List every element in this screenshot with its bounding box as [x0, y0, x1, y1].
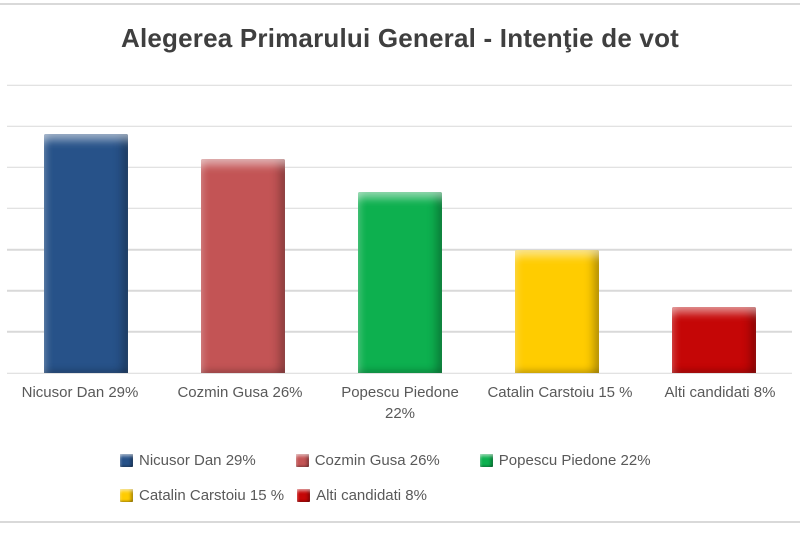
legend-swatch-icon: [120, 488, 133, 502]
legend-item-nicusor-dan-29: Nicusor Dan 29%: [120, 452, 256, 469]
legend: Nicusor Dan 29% Cozmin Gusa 26% Popescu Pi…: [120, 449, 651, 506]
legend-swatch-icon: [479, 453, 493, 467]
legend-row-1: Nicusor Dan 29% Cozmin Gusa 26% Popescu Pi…: [120, 449, 651, 471]
x-label-line: Cozmin Gusa 26%: [177, 384, 303, 401]
legend-label: Alti candidati 8%: [316, 486, 427, 504]
x-label-nicusor-dan-29: Nicusor Dan 29%: [0, 382, 160, 424]
legend-item-catalin-carstoiu-15: Catalin Carstoiu 15 %: [120, 487, 284, 504]
bar-cell-popescu-piedone-22: [321, 85, 478, 373]
bar-cell-catalin-carstoiu-15: [478, 85, 635, 373]
legend-item-popescu-piedone-22: Popescu Piedone 22%: [479, 451, 651, 469]
legend-label: Popescu Piedone 22%: [498, 451, 651, 469]
legend-item-cozmin-gusa-26: Cozmin Gusa 26%: [295, 451, 440, 469]
bar-nicusor-dan-29: [43, 134, 128, 373]
x-label-line: Catalin Carstoiu 15 %: [487, 384, 633, 401]
plot-area: [7, 84, 792, 374]
legend-item-alti-candidati-8: Alti candidati 8%: [297, 487, 427, 504]
legend-label: Cozmin Gusa 26%: [314, 451, 440, 469]
x-label-alti-candidati-8: Alti candidati 8%: [640, 382, 800, 424]
bar-catalin-carstoiu-15: [514, 249, 599, 373]
chart-frame-top-line: [0, 3, 800, 5]
x-label-cozmin-gusa-26: Cozmin Gusa 26%: [160, 382, 320, 424]
x-label-line: 22%: [384, 405, 416, 422]
bar-alti-candidati-8: [671, 307, 756, 373]
legend-swatch-icon: [120, 453, 133, 467]
bar-cell-cozmin-gusa-26: [164, 85, 321, 373]
gridline-25: [7, 166, 792, 169]
legend-row-2: Catalin Carstoiu 15 % Alti candidati 8%: [120, 484, 651, 506]
x-label-line: Nicusor Dan 29%: [21, 384, 139, 401]
chart-frame-bottom-line: [0, 521, 800, 523]
legend-label: Catalin Carstoiu 15 %: [139, 486, 285, 504]
x-axis-labels: Nicusor Dan 29% Cozmin Gusa 26% Popescu Pi…: [0, 382, 800, 424]
chart-title: Alegerea Primarului General - Intenţie d…: [120, 23, 680, 53]
x-label-line: Alti candidati 8%: [664, 384, 776, 401]
gridline-0: [7, 372, 792, 374]
legend-swatch-icon: [295, 453, 309, 467]
legend-label: Nicusor Dan 29%: [139, 451, 256, 469]
legend-swatch-icon: [297, 488, 311, 502]
x-label-line: Popescu Piedone: [341, 384, 459, 401]
bar-cell-nicusor-dan-29: [7, 85, 164, 373]
gridline-35: [7, 84, 792, 86]
bar-cozmin-gusa-26: [200, 159, 285, 373]
bars-row: [7, 85, 792, 373]
x-label-catalin-carstoiu-15: Catalin Carstoiu 15 %: [480, 382, 640, 424]
bar-popescu-piedone-22: [357, 191, 442, 373]
bar-cell-alti-candidati-8: [635, 85, 792, 373]
gridline-30: [7, 125, 792, 127]
x-label-popescu-piedone-22: Popescu Piedone 22%: [320, 382, 480, 424]
